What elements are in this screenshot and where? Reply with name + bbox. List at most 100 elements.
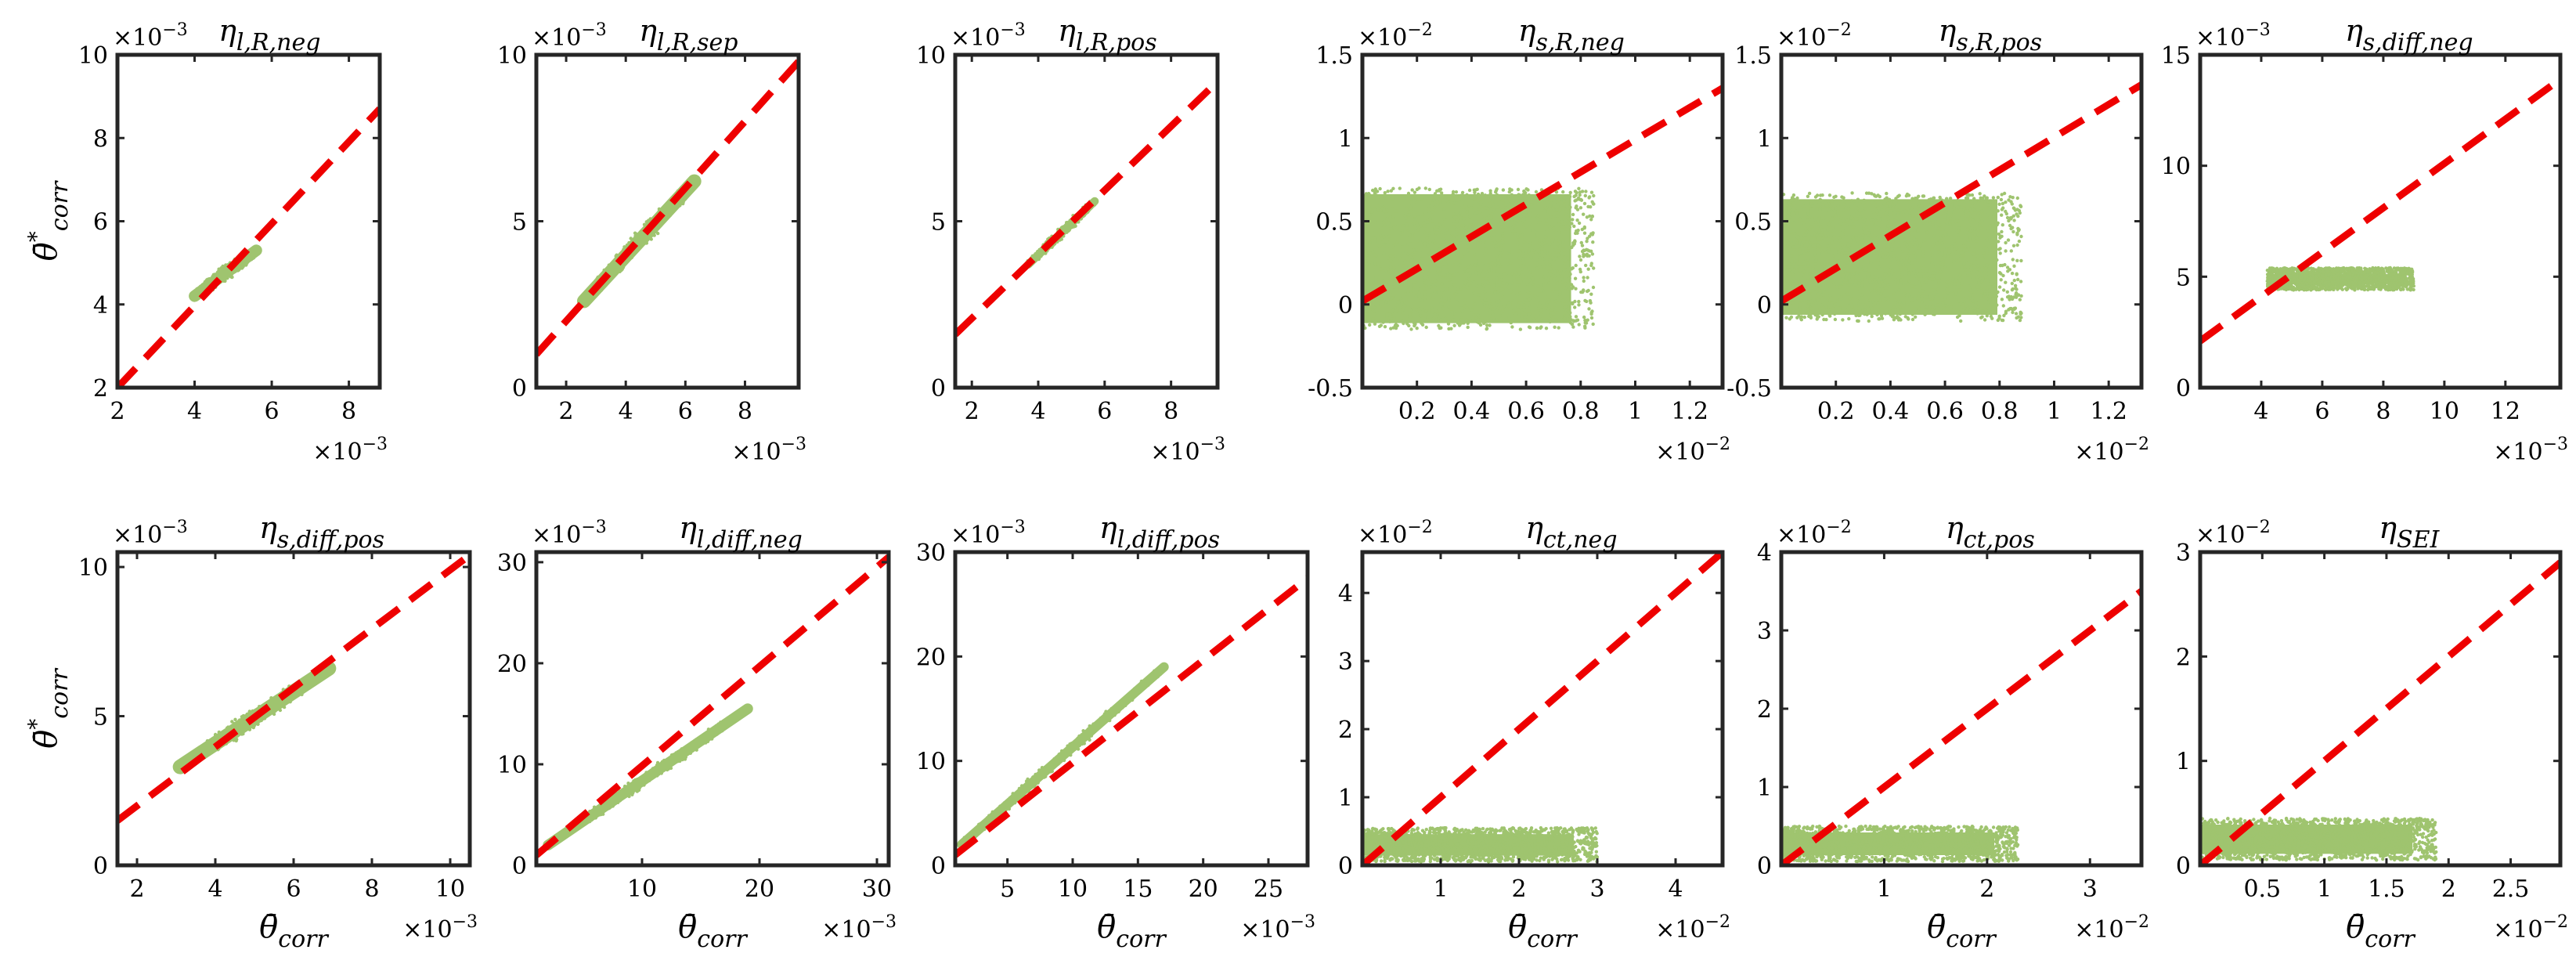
scatter-point [1805,311,1809,316]
scatter-point [1495,254,1499,258]
scatter-point [1847,304,1851,308]
scatter-point [2019,294,2023,298]
scatter-point [1433,285,1438,289]
scatter-point [1380,297,1384,301]
scatter-point [1910,298,1914,303]
scatter-point [1897,244,1901,248]
scatter-point [1419,314,1423,318]
scatter-point [1438,241,1442,245]
scatter-point [1384,240,1388,244]
scatter-point [1509,290,1513,294]
x-tick-label: 6 [678,398,693,425]
scatter-point [1424,309,1428,313]
scatter-point [1481,270,1486,274]
scatter-point [1804,227,1808,231]
scatter-point [1482,321,1486,326]
scatter-point [1510,298,1514,301]
y-exponent: ×10−3 [951,20,1026,52]
scatter-point [1555,214,1560,218]
scatter-point [1559,204,1563,208]
scatter-point [1394,209,1398,213]
scatter-point [1568,225,1572,229]
scatter-point [1488,204,1493,208]
scatter-point [1588,234,1592,238]
scatter-point [1543,249,1547,254]
scatter-point [1412,255,1416,259]
scatter-point [1941,256,1945,260]
scatter-point [1557,253,1560,257]
scatter-point [1788,268,1791,272]
scatter-point [1448,273,1452,277]
scatter-point [1544,327,1549,330]
scatter-point [1398,270,1402,274]
scatter-point [1906,249,1910,253]
scatter-point [1391,285,1394,290]
scatter-point [1928,197,1933,201]
scatter-point [1589,312,1593,316]
scatter-point [1534,315,1538,320]
scatter-point [1539,317,1544,322]
scatter-point [1443,316,1448,320]
scatter-point [1416,312,1420,316]
scatter-point [1983,255,1987,259]
scatter-point [1431,316,1436,321]
scatter-point [1932,287,1936,292]
scatter-point [1558,290,1562,294]
scatter-point [1470,300,1474,305]
scatter-point [1968,236,1972,240]
y-tick-label: 1.5 [1315,42,1353,70]
scatter-point [1473,190,1477,195]
scatter-point [1441,237,1446,241]
scatter-point [1427,187,1432,192]
scatter-point [1539,276,1544,280]
y-tick-label: 2 [93,375,108,403]
scatter-point [1806,249,1811,253]
scatter-point [1452,212,1456,216]
scatter-point [1516,249,1521,253]
scatter-point [1585,289,1589,294]
scatter-point [1389,227,1393,231]
scatter-point [1560,298,1565,303]
scatter-point [1469,196,1474,200]
scatter-point [1485,304,1488,309]
scatter-point [1834,213,1838,218]
scatter-point [1913,255,1917,259]
scatter-point [1961,302,1965,307]
scatter-point [1866,305,1870,309]
scatter-point [1395,240,1399,244]
scatter-point [1366,232,1370,236]
scatter-point [1523,220,1527,224]
scatter-point [1383,191,1387,195]
scatter-point [1364,271,1369,275]
scatter-point [1427,309,1431,313]
scatter-point [1383,223,1387,227]
scatter-point [1513,232,1517,236]
scatter-point [1464,318,1469,322]
scatter-point [1921,221,1925,225]
scatter-point [1930,307,1935,312]
scatter-point [1799,255,1803,259]
scatter-point [1503,206,1508,210]
scatter-point [1393,305,1397,310]
scatter-point [1381,320,1385,324]
scatter-point [1437,291,1441,294]
scatter-point [1566,216,1571,220]
scatter-point [1528,278,1532,282]
x-exponent: ×10−3 [312,435,388,466]
scatter-point [1921,265,1926,270]
scatter-point [1366,246,1370,250]
scatter-point [1817,200,1821,204]
scatter-point [1389,189,1394,193]
scatter-point [1467,274,1471,279]
scatter-point [1510,325,1514,329]
scatter-point [1543,298,1548,303]
scatter-point [1500,208,1504,212]
scatter-point [1817,292,1820,296]
scatter-point [1366,215,1370,220]
scatter-point [1529,205,1534,209]
scatter-point [1874,212,1878,217]
y-tick-label: 0 [1338,292,1353,320]
scatter-point [1549,215,1553,219]
scatter-point [1412,280,1417,283]
scatter-point [1821,216,1826,220]
